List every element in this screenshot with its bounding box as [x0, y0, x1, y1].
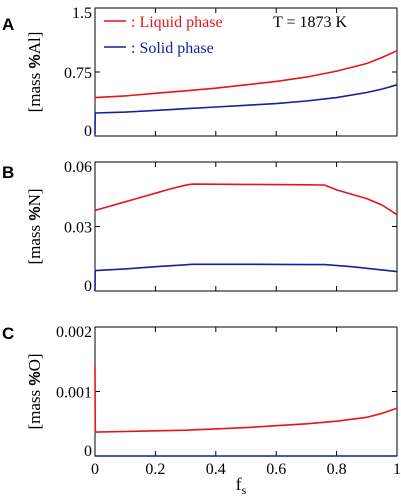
- y-tick-label-c: 0.001: [56, 385, 92, 402]
- x-tick-label: 0: [91, 461, 99, 478]
- series-line-liquid-c: [94, 366, 398, 433]
- y-tick-label-b: 0.03: [64, 220, 92, 237]
- y-tick-label-b: 0: [84, 278, 92, 295]
- legend-label-liquid: : Liquid phase: [131, 14, 223, 31]
- y-axis-label-prefix: [mass: [25, 386, 44, 430]
- y-axis-label-prefix: [mass: [25, 221, 44, 265]
- series-line-solid-a: [94, 84, 398, 135]
- x-tick-label: 0.4: [206, 461, 226, 478]
- panel-label-b: B: [2, 163, 14, 182]
- plot-frame-c: [94, 326, 398, 457]
- y-tick-label-a: 1.5: [72, 5, 92, 22]
- series-line-liquid-b: [94, 183, 398, 216]
- x-tick-label: 0.2: [145, 461, 165, 478]
- plot-frame-b: [94, 161, 398, 292]
- y-tick-label-a: 0: [84, 123, 92, 140]
- y-axis-label-prefix: [mass: [25, 68, 44, 112]
- x-tick-label: 0.6: [266, 461, 286, 478]
- y-tick-label-c: 0: [84, 443, 92, 460]
- x-tick-label: 1: [393, 461, 401, 478]
- x-axis-label-subscript: s: [242, 483, 247, 497]
- y-tick-label-b: 0.06: [64, 159, 92, 176]
- x-axis-label-main: f: [236, 474, 242, 494]
- panel-label-a: A: [2, 15, 14, 34]
- series-line-solid-b: [94, 263, 398, 292]
- y-axis-label-suffix: O]: [25, 353, 44, 371]
- y-axis-label-b: [mass %N]: [25, 188, 44, 264]
- series-line-liquid-a: [94, 49, 398, 99]
- y-tick-label-c: 0.002: [56, 324, 92, 341]
- y-axis-label-a: [mass %Al]: [25, 32, 44, 113]
- y-axis-label-percent: %: [27, 54, 44, 68]
- y-axis-label-percent: %: [27, 206, 44, 220]
- x-tick-label: 0.8: [327, 461, 347, 478]
- y-axis-label-suffix: N]: [25, 188, 44, 206]
- legend-label-solid: : Solid phase: [131, 40, 214, 57]
- y-axis-label-c: [mass %O]: [25, 353, 44, 429]
- panel-label-c: C: [2, 324, 14, 343]
- temperature-annotation: T = 1873 K: [273, 14, 348, 31]
- y-tick-label-a: 0.75: [64, 65, 92, 82]
- y-axis-label-suffix: Al]: [25, 32, 44, 55]
- x-axis-label: fs: [236, 474, 247, 497]
- y-axis-label-percent: %: [27, 371, 44, 385]
